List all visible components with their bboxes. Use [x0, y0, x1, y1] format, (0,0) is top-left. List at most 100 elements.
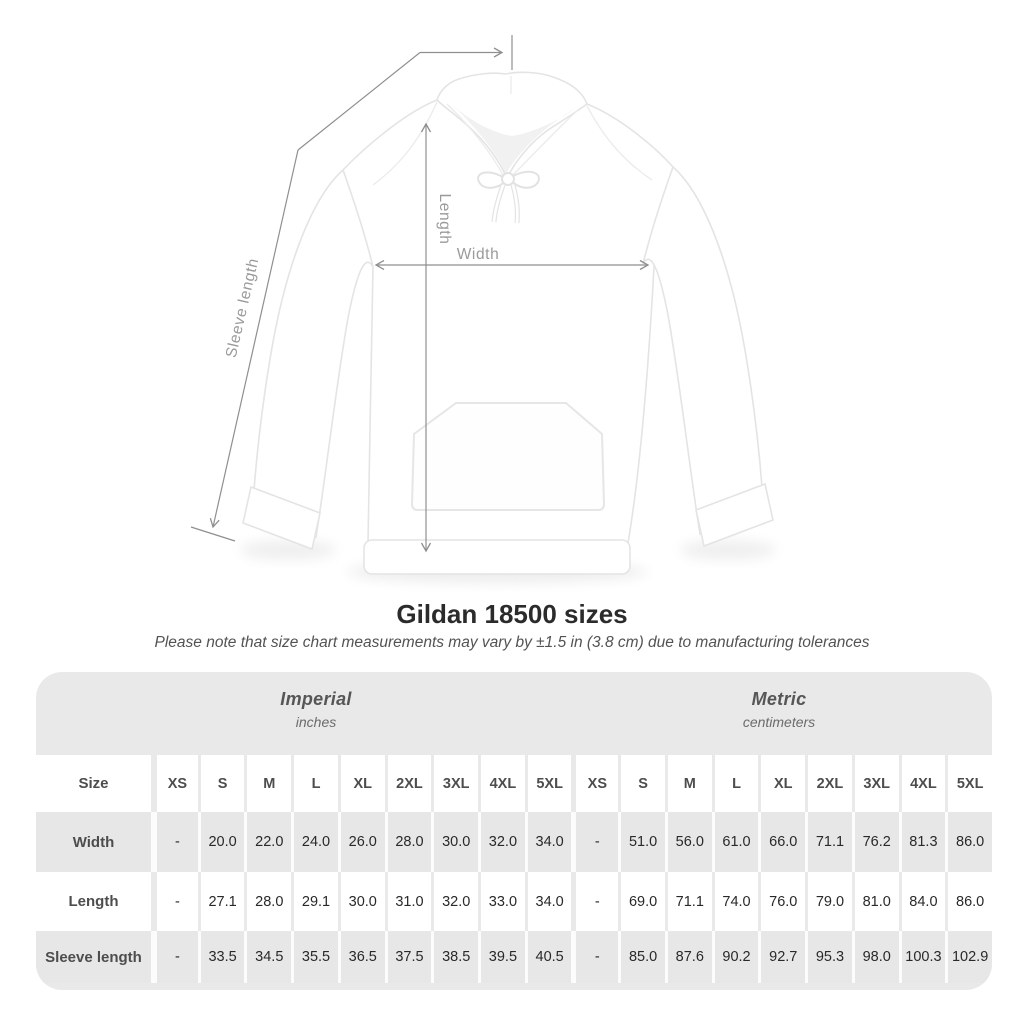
cell-length-imperial-xs: -	[151, 872, 198, 931]
cell-width-imperial-m: 22.0	[244, 812, 292, 872]
cell-width-imperial-5xl: 34.0	[524, 812, 572, 872]
size-header-imperial-4xl: 4XL	[478, 755, 525, 812]
cell-sleeve-length-metric-4xl: 100.3	[898, 931, 946, 983]
size-header-imperial-m: M	[244, 755, 292, 812]
cell-sleeve-length-imperial-4xl: 39.5	[478, 931, 525, 983]
cell-sleeve-length-metric-m: 87.6	[664, 931, 712, 983]
size-header-row: Size XS S M L XL 2XL 3XL 4XL 5XL XS S M L XL 2XL 3XL 4XL 5…	[36, 755, 992, 812]
tolerance-note: Please note that size chart measurements…	[154, 634, 870, 651]
row-label-sleeve-length: Sleeve length	[36, 931, 151, 983]
table-row-sleeve-length: Sleeve length -33.5 34.5 35.5 36.5 37.5 38.5 39…	[36, 931, 992, 983]
cell-width-metric-5xl: 86.0	[945, 812, 992, 872]
size-header-imperial-5xl: 5XL	[524, 755, 572, 812]
cell-length-imperial-s: 27.1	[197, 872, 245, 931]
cell-width-metric-l: 61.0	[711, 812, 759, 872]
size-header-imperial-s: S	[197, 755, 245, 812]
cell-sleeve-length-imperial-m: 34.5	[244, 931, 292, 983]
cell-sleeve-length-metric-s: 85.0	[618, 931, 665, 983]
cell-sleeve-length-imperial-s: 33.5	[197, 931, 245, 983]
cell-length-metric-2xl: 79.0	[805, 872, 852, 931]
imperial-unit: inches	[295, 714, 337, 730]
cell-sleeve-length-imperial-5xl: 40.5	[524, 931, 572, 983]
width-annotation: Width	[374, 246, 650, 271]
length-annotation: Length	[420, 122, 453, 553]
imperial-title: Imperial	[280, 689, 352, 709]
width-label: Width	[457, 246, 500, 263]
table-row-width: Width -20.0 22.0 24.0 26.0 28.0 30.0 32.0 34.0-5…	[36, 812, 992, 872]
metric-section-header: Metric centimeters	[564, 689, 992, 730]
cell-length-metric-m: 71.1	[664, 872, 712, 931]
cell-length-metric-s: 69.0	[618, 872, 665, 931]
cell-sleeve-length-metric-3xl: 98.0	[851, 931, 899, 983]
cell-length-imperial-l: 29.1	[291, 872, 338, 931]
size-table-grid: Size XS S M L XL 2XL 3XL 4XL 5XL XS S M L XL 2XL 3XL 4XL 5…	[36, 755, 992, 983]
cell-sleeve-length-imperial-3xl: 38.5	[431, 931, 479, 983]
size-header-metric-s: S	[618, 755, 665, 812]
cell-width-imperial-4xl: 32.0	[478, 812, 525, 872]
cell-width-metric-m: 56.0	[664, 812, 712, 872]
row-label-length: Length	[36, 872, 151, 931]
cell-sleeve-length-metric-xs: -	[571, 931, 619, 983]
size-header-metric-xs: XS	[571, 755, 619, 812]
cell-length-imperial-4xl: 33.0	[478, 872, 525, 931]
cell-width-imperial-3xl: 30.0	[431, 812, 479, 872]
cell-width-imperial-xl: 26.0	[337, 812, 385, 872]
table-row-length: Length -27.1 28.0 29.1 30.0 31.0 32.0 33.0 34.0-…	[36, 872, 992, 931]
cell-sleeve-length-imperial-l: 35.5	[291, 931, 338, 983]
cell-width-imperial-s: 20.0	[197, 812, 245, 872]
cell-width-metric-xs: -	[571, 812, 619, 872]
cell-length-metric-l: 74.0	[711, 872, 759, 931]
cell-length-metric-xl: 76.0	[758, 872, 806, 931]
size-header-metric-4xl: 4XL	[898, 755, 946, 812]
cell-length-imperial-3xl: 32.0	[431, 872, 479, 931]
metric-title: Metric	[751, 689, 807, 709]
cell-width-metric-2xl: 71.1	[805, 812, 852, 872]
row-label-width: Width	[36, 812, 151, 872]
cell-width-metric-4xl: 81.3	[898, 812, 946, 872]
size-header-imperial-l: L	[291, 755, 338, 812]
size-header-metric-2xl: 2XL	[805, 755, 852, 812]
cell-sleeve-length-metric-2xl: 95.3	[805, 931, 852, 983]
size-header-imperial-2xl: 2XL	[384, 755, 432, 812]
hoodie-size-diagram: Sleeve length Length Width	[190, 35, 776, 583]
cuff-tick	[190, 526, 236, 542]
cell-length-metric-4xl: 84.0	[898, 872, 946, 931]
cell-sleeve-length-metric-l: 90.2	[711, 931, 759, 983]
sleeve-length-label: Sleeve length	[223, 257, 262, 360]
cell-length-metric-5xl: 86.0	[945, 872, 992, 931]
cell-length-imperial-xl: 30.0	[337, 872, 385, 931]
cell-length-metric-xs: -	[571, 872, 619, 931]
hood-drawstring	[477, 170, 540, 224]
cell-sleeve-length-metric-5xl: 102.9	[945, 931, 992, 983]
size-column-header: Size	[36, 755, 151, 812]
size-header-metric-xl: XL	[758, 755, 806, 812]
size-header-imperial-xs: XS	[151, 755, 198, 812]
page-title: Gildan 18500 sizes	[396, 599, 628, 629]
cell-length-imperial-m: 28.0	[244, 872, 292, 931]
unit-section-band: Imperial inches Metric centimeters	[36, 672, 992, 755]
cell-width-imperial-l: 24.0	[291, 812, 338, 872]
cell-sleeve-length-imperial-xl: 36.5	[337, 931, 385, 983]
cell-width-metric-xl: 66.0	[758, 812, 806, 872]
size-header-imperial-xl: XL	[337, 755, 385, 812]
cell-width-metric-s: 51.0	[618, 812, 665, 872]
cell-length-imperial-2xl: 31.0	[384, 872, 432, 931]
hoodie-image	[240, 71, 776, 583]
metric-unit: centimeters	[742, 714, 816, 730]
size-header-imperial-3xl: 3XL	[431, 755, 479, 812]
size-header-metric-5xl: 5XL	[945, 755, 992, 812]
cell-length-metric-3xl: 81.0	[851, 872, 899, 931]
cell-sleeve-length-imperial-xs: -	[151, 931, 198, 983]
cell-sleeve-length-imperial-2xl: 37.5	[384, 931, 432, 983]
size-header-metric-l: L	[711, 755, 759, 812]
cell-width-metric-3xl: 76.2	[851, 812, 899, 872]
size-table: Imperial inches Metric centimeters Size X…	[36, 672, 992, 990]
length-label: Length	[436, 193, 453, 244]
size-header-metric-3xl: 3XL	[851, 755, 899, 812]
size-header-metric-m: M	[664, 755, 712, 812]
cell-length-imperial-5xl: 34.0	[524, 872, 572, 931]
cell-sleeve-length-metric-xl: 92.7	[758, 931, 806, 983]
cell-width-imperial-xs: -	[151, 812, 198, 872]
imperial-section-header: Imperial inches	[36, 689, 596, 730]
